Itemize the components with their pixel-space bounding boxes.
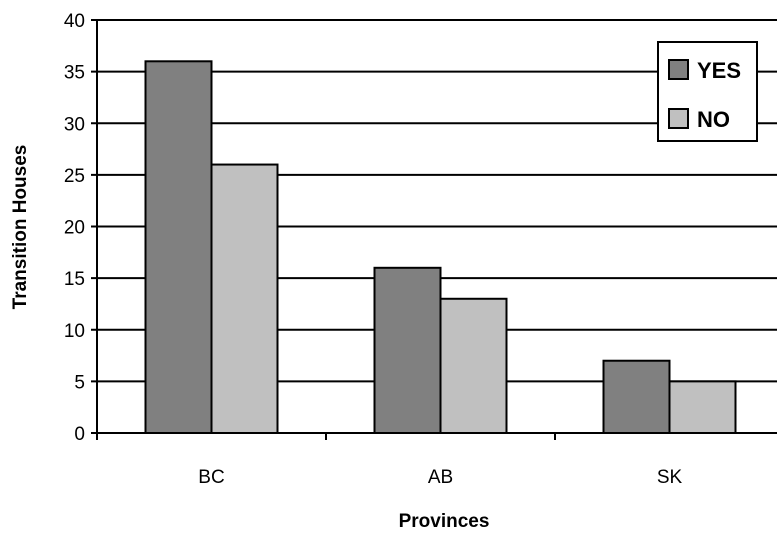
bars bbox=[144, 60, 737, 435]
legend-label-no: NO bbox=[697, 107, 730, 132]
axes bbox=[91, 19, 777, 440]
legend-swatch-yes bbox=[668, 59, 689, 80]
y-tick-label: 25 bbox=[64, 166, 85, 187]
bar-yes-sk bbox=[602, 359, 671, 435]
bar-no-ab bbox=[439, 297, 508, 434]
x-tick-label: AB bbox=[428, 467, 453, 488]
y-tick-label: 10 bbox=[64, 321, 85, 342]
y-tick-label: 0 bbox=[74, 424, 85, 445]
y-tick-label: 40 bbox=[64, 11, 85, 32]
x-axis-title: Provinces bbox=[399, 511, 490, 532]
y-tick-label: 5 bbox=[74, 372, 85, 393]
x-tick-label: BC bbox=[198, 467, 224, 488]
bar-no-bc bbox=[210, 163, 279, 435]
bar-no-sk bbox=[668, 380, 737, 434]
y-tick-label: 30 bbox=[64, 114, 85, 135]
legend-label-yes: YES bbox=[697, 58, 741, 83]
y-axis-title: Transition Houses bbox=[10, 145, 31, 310]
y-tick-label: 35 bbox=[64, 63, 85, 84]
x-tick-label: SK bbox=[657, 467, 683, 488]
legend-swatch-no bbox=[668, 108, 689, 129]
y-tick-label: 20 bbox=[64, 218, 85, 239]
bar-yes-bc bbox=[144, 60, 213, 435]
tick-labels: 0 5 10 15 20 25 30 35 40 BC AB SK bbox=[64, 11, 683, 488]
bar-yes-ab bbox=[373, 266, 442, 434]
legend: YES NO bbox=[657, 41, 758, 142]
y-tick-label: 15 bbox=[64, 269, 85, 290]
